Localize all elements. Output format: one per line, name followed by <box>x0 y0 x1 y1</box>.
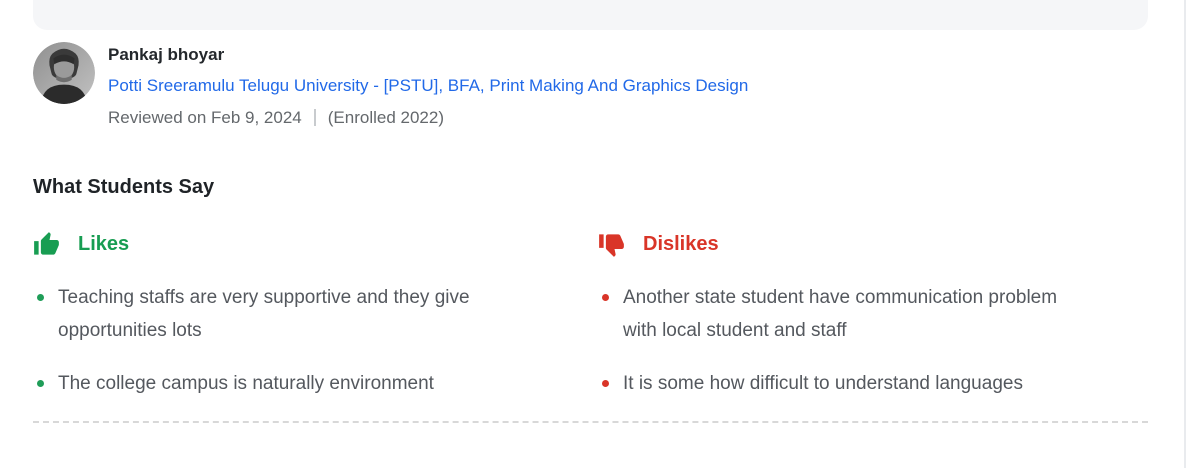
review-card: Pankaj bhoyar Potti Sreeramulu Telugu Un… <box>33 0 1148 423</box>
meta-separator <box>313 109 316 126</box>
like-item: Teaching staffs are very supportive and … <box>33 281 550 347</box>
reviewer-photo-placeholder <box>33 42 95 104</box>
dislikes-label: Dislikes <box>643 232 719 255</box>
likes-header: Likes <box>33 229 598 259</box>
dislike-item: Another state student have communication… <box>598 281 1060 347</box>
review-meta: Reviewed on Feb 9, 2024 (Enrolled 2022) <box>108 106 748 129</box>
dislikes-list: Another state student have communication… <box>598 281 1148 400</box>
dislike-item: It is some how difficult to understand l… <box>598 367 1108 400</box>
avatar <box>33 42 95 104</box>
like-item: The college campus is naturally environm… <box>33 367 550 400</box>
thumbs-up-icon <box>34 231 59 255</box>
reviewed-on-date: Reviewed on Feb 9, 2024 <box>108 108 302 127</box>
reviewer-info: Pankaj bhoyar Potti Sreeramulu Telugu Un… <box>108 42 748 129</box>
college-course-link[interactable]: Potti Sreeramulu Telugu University - [PS… <box>108 76 749 95</box>
dotted-divider <box>33 421 1148 423</box>
dislikes-header: Dislikes <box>598 229 1148 259</box>
previous-card-bottom-edge <box>33 0 1148 30</box>
dislikes-column: Dislikes Another state student have comm… <box>598 229 1148 400</box>
card-right-border <box>1184 0 1186 468</box>
likes-label: Likes <box>78 232 130 255</box>
reviewer-name: Pankaj bhoyar <box>108 45 225 64</box>
likes-column: Likes Teaching staffs are very supportiv… <box>33 229 598 400</box>
thumbs-down-icon <box>599 233 624 257</box>
likes-dislikes-columns: Likes Teaching staffs are very supportiv… <box>33 229 1148 400</box>
enrolled-year: (Enrolled 2022) <box>327 108 444 127</box>
likes-list: Teaching staffs are very supportive and … <box>33 281 598 400</box>
reviewer-header: Pankaj bhoyar Potti Sreeramulu Telugu Un… <box>33 42 1148 129</box>
section-title: What Students Say <box>33 176 215 198</box>
